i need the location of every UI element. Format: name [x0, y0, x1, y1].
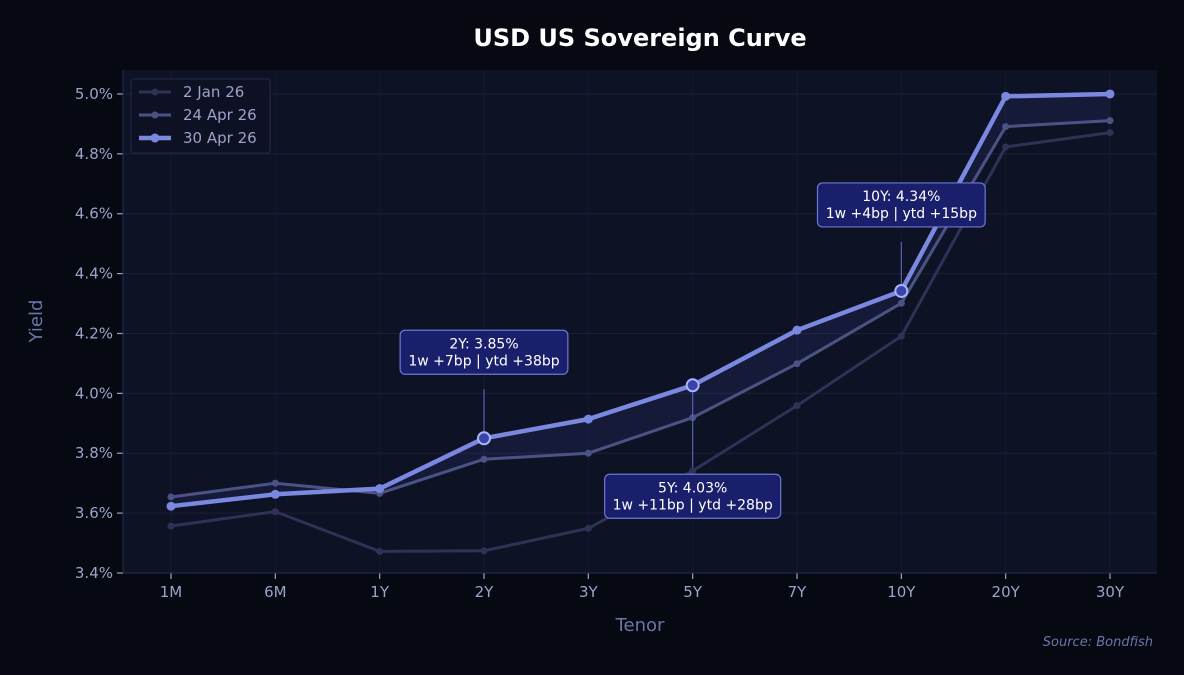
data-point: [1002, 123, 1010, 131]
annotation-box: [816, 182, 986, 228]
annotation-line2: 1w +7bp | ytd +38bp: [408, 353, 559, 369]
annotation-box: [399, 329, 569, 375]
y-tick-label: 4.0%: [75, 384, 113, 402]
data-point: [376, 547, 384, 555]
y-tick-label: 3.8%: [75, 444, 113, 462]
legend-label: 2 Jan 26: [183, 83, 244, 101]
weekly-change-band: [171, 94, 1110, 507]
annotation-line1: 10Y: 4.34%: [862, 189, 940, 205]
data-point: [584, 524, 592, 532]
legend-box: [130, 78, 271, 154]
data-point: [166, 501, 176, 511]
x-tick-label: 20Y: [992, 583, 1021, 601]
source-note: Source: Bondfish: [1043, 635, 1153, 650]
data-point: [793, 402, 801, 410]
y-tick-label: 4.4%: [75, 265, 113, 283]
highlight-point: [894, 283, 909, 298]
x-tick-label: 1Y: [370, 583, 390, 601]
data-point: [897, 332, 905, 340]
data-point: [897, 299, 905, 307]
data-point: [271, 508, 279, 516]
legend-item: 24 Apr 26: [139, 106, 257, 124]
legend-label: 30 Apr 26: [183, 129, 257, 147]
data-point: [167, 522, 175, 530]
data-point: [792, 325, 802, 335]
data-point: [1002, 143, 1010, 151]
x-tick-label: 3Y: [579, 583, 599, 601]
y-tick-label: 4.8%: [75, 145, 113, 163]
data-point: [375, 484, 385, 494]
data-point: [793, 360, 801, 368]
y-tick-label: 3.4%: [75, 564, 113, 582]
chart-title: USD US Sovereign Curve: [473, 24, 806, 52]
x-tick-label: 1M: [160, 583, 183, 601]
legend: 2 Jan 26 24 Apr 26 30 Apr 26: [130, 78, 271, 154]
data-point: [270, 489, 280, 499]
weekly-change-fill: [171, 94, 1110, 507]
data-point: [167, 493, 175, 501]
data-point: [480, 547, 488, 555]
annotation-box: [604, 473, 782, 519]
y-axis-title: Yield: [26, 300, 47, 344]
y-tick-label: 4.6%: [75, 205, 113, 223]
legend-marker: [151, 88, 159, 96]
data-point: [480, 455, 488, 463]
annotation-10Y: 10Y: 4.34%1w +4bp | ytd +15bp: [816, 182, 986, 298]
highlight-point: [685, 378, 700, 393]
x-tick-label: 10Y: [887, 583, 916, 601]
x-axis-title: Tenor: [615, 615, 665, 636]
legend-item: 2 Jan 26: [139, 83, 244, 101]
annotation-line2: 1w +11bp | ytd +28bp: [613, 497, 773, 513]
axes: 3.4% 3.6% 3.8% 4.0% 4.2% 4.4% 4.6% 4.8% 5.0% 1M 6M…: [75, 70, 1157, 601]
data-point: [1106, 129, 1114, 137]
annotation-line1: 5Y: 4.03%: [658, 480, 727, 496]
highlight-point: [477, 431, 491, 446]
data-point: [583, 414, 593, 424]
data-point: [1001, 91, 1011, 101]
y-tick-label: 4.2%: [75, 324, 113, 342]
data-point: [584, 449, 592, 457]
y-tick-label: 5.0%: [75, 85, 113, 103]
data-point: [1106, 117, 1114, 125]
annotation-2Y: 2Y: 3.85%1w +7bp | ytd +38bp: [399, 329, 569, 446]
legend-marker: [150, 133, 160, 143]
annotation-line2: 1w +4bp | ytd +15bp: [826, 206, 977, 222]
data-point: [689, 467, 697, 475]
annotation-line1: 2Y: 3.85%: [449, 336, 518, 352]
data-point: [271, 479, 279, 487]
x-tick-label: 5Y: [683, 583, 703, 601]
legend-label: 24 Apr 26: [183, 106, 257, 124]
annotation-5Y: 5Y: 4.03%1w +11bp | ytd +28bp: [604, 378, 782, 519]
legend-marker: [151, 111, 159, 119]
x-tick-label: 6M: [264, 583, 287, 601]
x-tick-label: 2Y: [475, 583, 495, 601]
y-tick-label: 3.6%: [75, 504, 113, 522]
x-tick-label: 30Y: [1096, 583, 1125, 601]
x-tick-label: 7Y: [788, 583, 808, 601]
legend-item: 30 Apr 26: [139, 129, 257, 147]
data-point: [1105, 89, 1115, 99]
